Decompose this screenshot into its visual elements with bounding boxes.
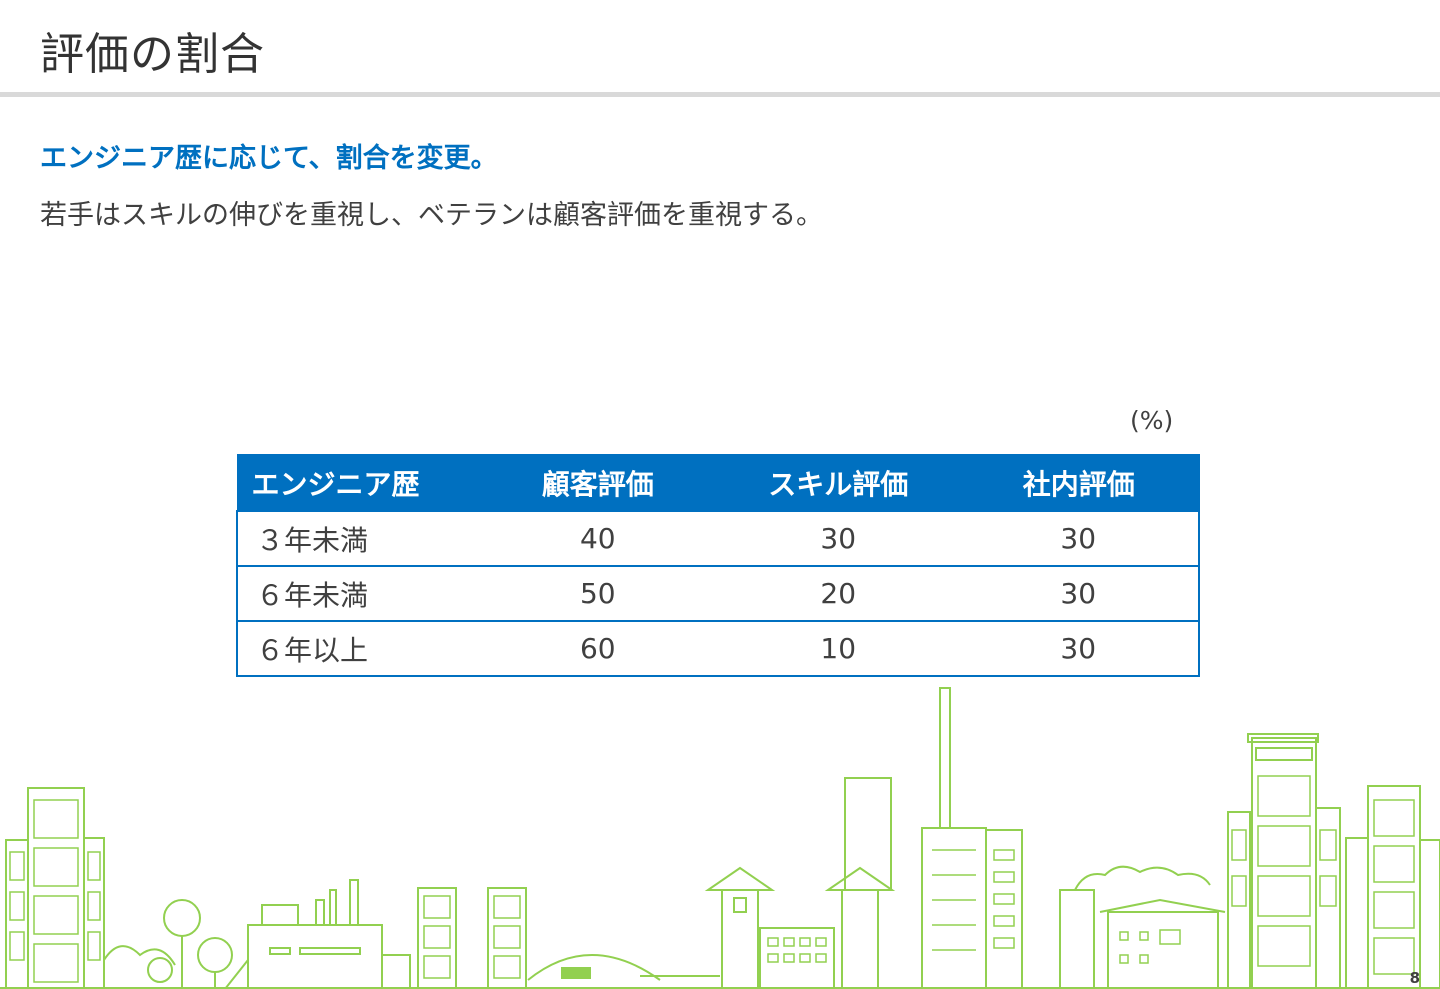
cell-experience: ６年以上 <box>236 620 478 677</box>
cell-customer: 60 <box>477 620 718 677</box>
sub-text: 若手はスキルの伸びを重視し、ベテランは顧客評価を重視する。 <box>40 200 823 231</box>
slide-title: 評価の割合 <box>40 29 265 80</box>
cell-skill: 30 <box>718 510 959 567</box>
cell-internal: 30 <box>958 620 1200 677</box>
cell-experience: ６年未満 <box>236 565 478 622</box>
cell-skill: 10 <box>718 620 959 677</box>
lead-text: エンジニア歴に応じて、割合を変更。 <box>40 143 498 174</box>
evaluation-ratio-table: エンジニア歴 顧客評価 スキル評価 社内評価 ３年未満 40 30 30 ６年未… <box>236 454 1200 677</box>
cell-customer: 40 <box>477 510 718 567</box>
city-skyline-illustration <box>0 687 1440 989</box>
cell-experience: ３年未満 <box>236 510 478 567</box>
table-row: ３年未満 40 30 30 <box>236 510 1200 567</box>
header-internal: 社内評価 <box>957 454 1200 512</box>
cell-customer: 50 <box>477 565 718 622</box>
header-skill: スキル評価 <box>717 454 959 512</box>
table-header-row: エンジニア歴 顧客評価 スキル評価 社内評価 <box>236 454 1200 512</box>
header-customer: 顧客評価 <box>477 454 719 512</box>
table-row: ６年未満 50 20 30 <box>236 565 1200 622</box>
header-experience: エンジニア歴 <box>236 454 479 512</box>
title-divider <box>0 92 1440 97</box>
cell-skill: 20 <box>718 565 959 622</box>
cell-internal: 30 <box>958 565 1200 622</box>
page-number: 8 <box>1409 969 1420 987</box>
table-row: ６年以上 60 10 30 <box>236 620 1200 677</box>
cell-internal: 30 <box>958 510 1200 567</box>
unit-label: (%) <box>1130 406 1174 435</box>
